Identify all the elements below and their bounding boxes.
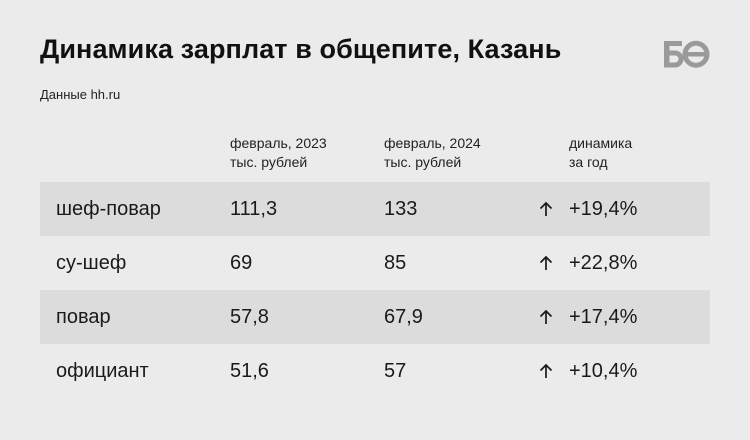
row-name: шеф-повар (56, 198, 161, 220)
table-row: шеф-повар 111,3 133 +19,4% (40, 182, 710, 236)
row-name: официант (56, 360, 149, 382)
row-change: +19,4% (569, 198, 638, 220)
row-value-2024: 67,9 (384, 306, 423, 328)
source-note: Данные hh.ru (40, 87, 121, 102)
table-row: су-шеф 69 85 +22,8% (40, 236, 710, 290)
row-value-2024: 57 (384, 360, 407, 382)
row-change: +10,4% (569, 360, 638, 382)
arrow-up-icon (537, 290, 555, 344)
row-value-2023: 69 (230, 252, 253, 274)
header-change-line2: за год (569, 154, 608, 170)
header-change: динамика за год (569, 134, 632, 172)
arrow-up-icon (537, 182, 555, 236)
header-feb-2024-line1: февраль, 2024 (384, 135, 481, 151)
header-feb-2023: февраль, 2023 тыс. рублей (230, 134, 327, 172)
arrow-up-icon (537, 236, 555, 290)
row-value-2024: 85 (384, 252, 407, 274)
header-feb-2023-line1: февраль, 2023 (230, 135, 327, 151)
row-value-2024: 133 (384, 198, 418, 220)
row-value-2023: 111,3 (230, 198, 278, 220)
table-row: официант 51,6 57 +10,4% (40, 344, 710, 398)
header-feb-2023-line2: тыс. рублей (230, 154, 308, 170)
bo-logo: БО (664, 40, 710, 68)
header-feb-2024: февраль, 2024 тыс. рублей (384, 134, 481, 172)
header-change-line1: динамика (569, 135, 633, 151)
header-feb-2024-line2: тыс. рублей (384, 154, 462, 170)
arrow-up-icon (537, 344, 555, 398)
row-value-2023: 51,6 (230, 360, 269, 382)
row-name: повар (56, 306, 111, 328)
row-change: +17,4% (569, 306, 638, 328)
row-value-2023: 57,8 (230, 306, 269, 328)
row-change: +22,8% (569, 252, 638, 274)
row-name: су-шеф (56, 252, 127, 274)
table-row: повар 57,8 67,9 +17,4% (40, 290, 710, 344)
page-title: Динамика зарплат в общепите, Казань (40, 34, 562, 64)
